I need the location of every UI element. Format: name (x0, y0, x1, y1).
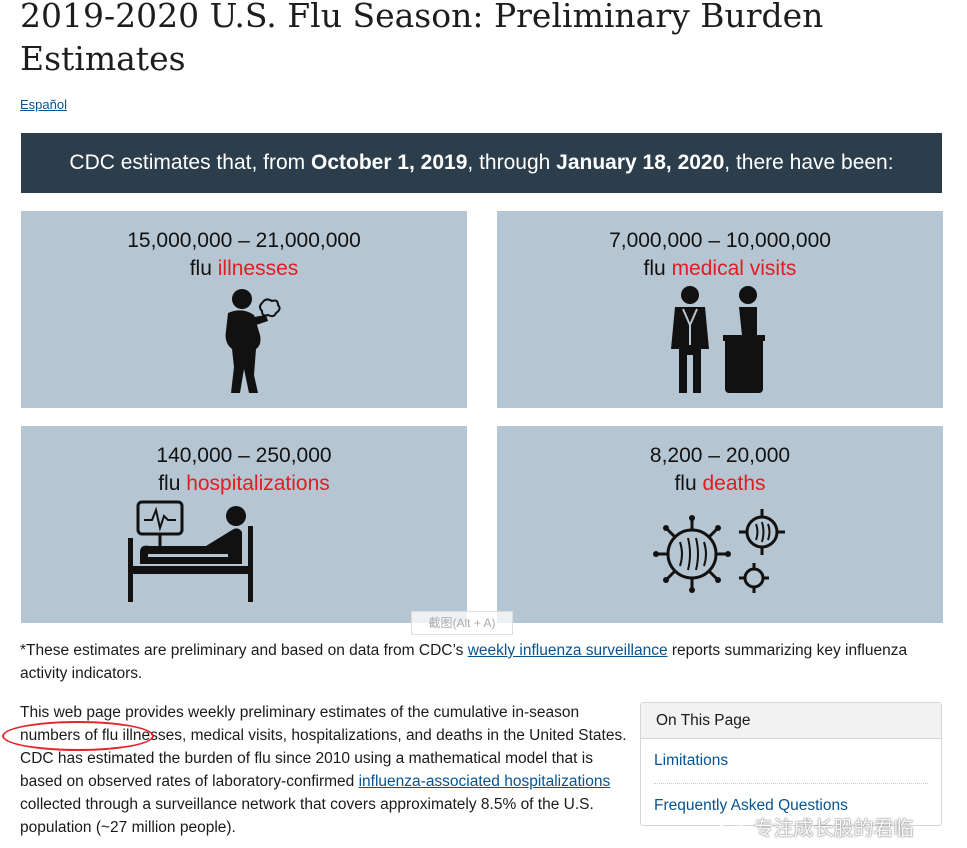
banner-end-date: January 18, 2020 (556, 151, 725, 174)
banner-suffix: , there have been: (724, 151, 894, 174)
doctor-patient-icon (671, 286, 765, 393)
on-this-page-box: On This Page Limitations Frequently Aske… (640, 702, 942, 826)
medical-visits-label-prefix: flu (643, 257, 672, 280)
intro-text-after: collected through a surveillance network… (20, 796, 594, 836)
illnesses-range: 15,000,000 – 21,000,000 (127, 229, 361, 252)
sick-person-icon (225, 289, 281, 393)
deaths-card: 8,200 – 20,000 flu deaths (497, 426, 943, 623)
illnesses-card: 15,000,000 – 21,000,000 flu illnesses (21, 211, 467, 408)
virus-icon (653, 509, 785, 593)
weibo-watermark: 专注成长股的君临 (718, 812, 914, 840)
hospitalizations-card: 140,000 – 250,000 flu hospitalizations (21, 426, 467, 623)
medical-visits-card: 7,000,000 – 10,000,000 flu medical visit… (497, 211, 943, 408)
hospitalizations-link[interactable]: influenza-associated hospitalizations (358, 773, 611, 790)
estimates-footnote: *These estimates are preliminary and bas… (20, 639, 940, 685)
banner-start-date: October 1, 2019 (310, 151, 468, 174)
weibo-watermark-text: 专注成长股的君临 (753, 818, 914, 840)
illnesses-label-prefix: flu (189, 257, 218, 280)
weekly-surveillance-link[interactable]: weekly influenza surveillance (467, 642, 668, 659)
footnote-text-after: reports summarizing key influenza activi… (20, 642, 908, 682)
hospitalizations-range: 140,000 – 250,000 (156, 444, 332, 467)
illnesses-label-highlight: illnesses (217, 257, 299, 280)
illnesses-label: flu illnesses (21, 255, 467, 283)
medical-visits-range: 7,000,000 – 10,000,000 (609, 229, 831, 252)
medical-visits-label: flu medical visits (497, 255, 943, 283)
red-annotation-oval (2, 721, 154, 751)
banner-middle: , through (467, 151, 551, 174)
hospitalizations-label: flu hospitalizations (21, 470, 467, 498)
hospitalizations-label-prefix: flu (158, 472, 187, 495)
medical-visits-label-highlight: medical visits (671, 257, 797, 280)
weibo-logo-icon (719, 818, 746, 838)
intro-paragraph: This web page provides weekly preliminar… (20, 701, 630, 839)
deaths-label-highlight: deaths (702, 472, 766, 495)
hospitalizations-label-highlight: hospitalizations (186, 472, 330, 495)
estimate-banner: CDC estimates that, from October 1, 2019… (21, 133, 942, 193)
screenshot-hint-overlay: 截图(Alt + A) (411, 611, 513, 635)
hospital-bed-icon (128, 500, 253, 602)
toc-heading: On This Page (641, 703, 941, 739)
toc-item-limitations[interactable]: Limitations (654, 752, 729, 769)
deaths-range: 8,200 – 20,000 (649, 444, 791, 467)
espanol-link[interactable]: Español (20, 97, 67, 112)
intro-text-before: This web page provides weekly preliminar… (20, 704, 627, 790)
footnote-text-before: *These estimates are preliminary and bas… (20, 642, 468, 659)
toc-item-faq[interactable]: Frequently Asked Questions (654, 783, 928, 828)
page-title: 2019-2020 U.S. Flu Season: Preliminary B… (20, 0, 824, 78)
banner-prefix: CDC estimates that, from (69, 151, 306, 174)
deaths-label: flu deaths (497, 470, 943, 498)
deaths-label-prefix: flu (674, 472, 703, 495)
